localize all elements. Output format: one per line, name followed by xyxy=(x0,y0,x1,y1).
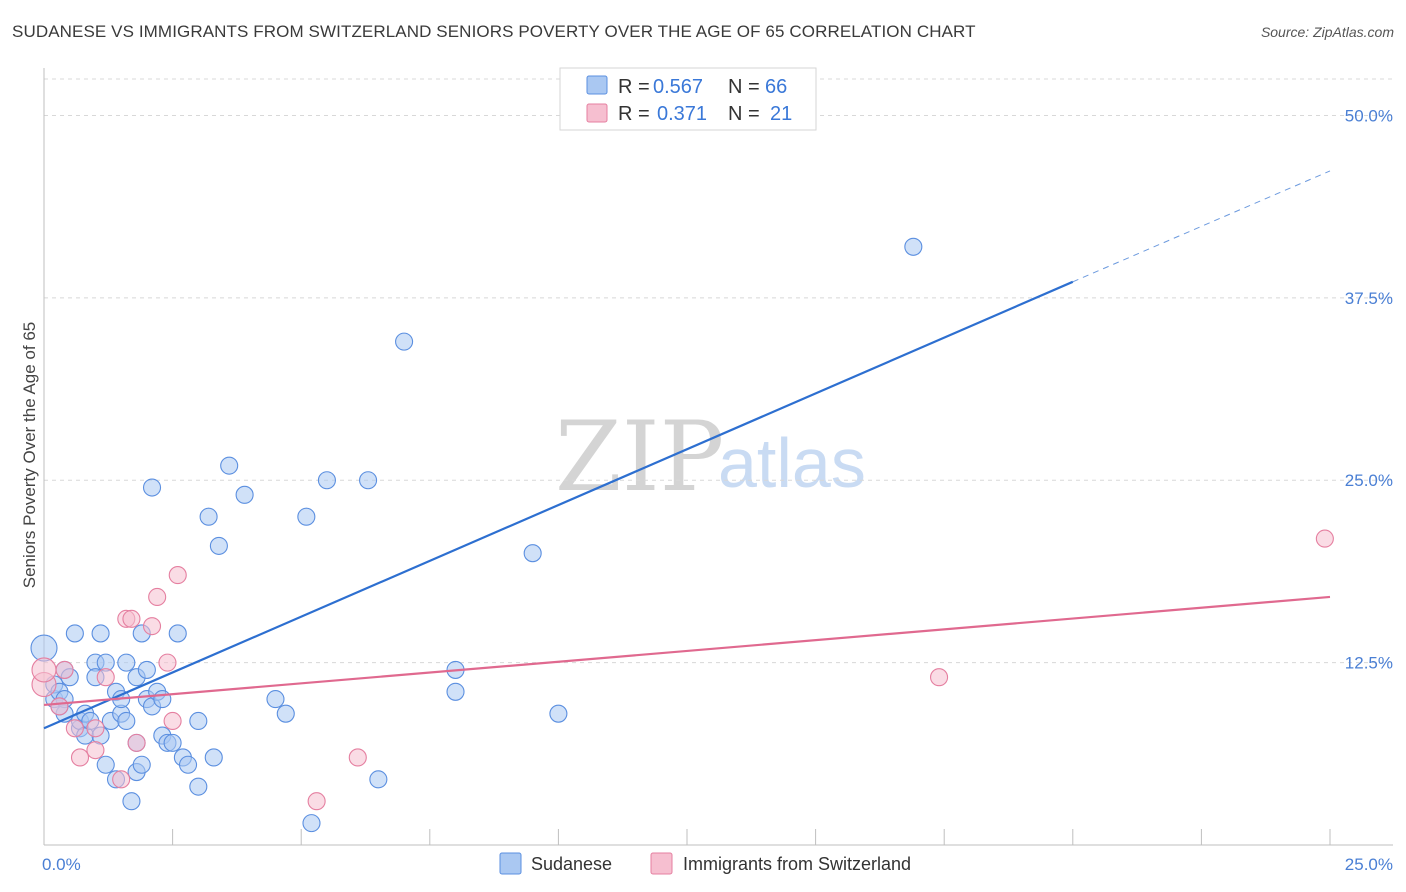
switzerland-point-11 xyxy=(122,609,141,628)
source-label: Source: ZipAtlas.com xyxy=(1260,24,1394,40)
legend-swatch-switzerland xyxy=(586,103,608,123)
sudanese-point-32 xyxy=(137,660,156,679)
sudanese-point-48 xyxy=(209,536,228,555)
trend-lines xyxy=(43,170,1331,730)
sudanese-point-46 xyxy=(199,507,218,526)
legend-r-value-1: 0.567 xyxy=(653,76,703,98)
sudanese-points xyxy=(30,237,923,833)
sudanese-point-35 xyxy=(142,478,162,497)
gridlines xyxy=(44,78,1393,664)
switzerland-point-17 xyxy=(168,566,187,585)
chart-title: SUDANESE VS IMMIGRANTS FROM SWITZERLAND … xyxy=(12,22,976,41)
sudanese-trend-extension xyxy=(1072,170,1331,283)
sudanese-point-43 xyxy=(178,755,198,774)
sudanese-point-60 xyxy=(446,682,465,701)
bottom-legend-switzerland: Immigrants from Switzerland xyxy=(683,854,911,874)
sudanese-point-40 xyxy=(163,733,182,752)
sudanese-point-45 xyxy=(189,777,208,796)
x-tick-label-min: 0.0% xyxy=(42,855,81,874)
sudanese-point-63 xyxy=(904,237,923,256)
switzerland-point-14 xyxy=(148,587,167,607)
sudanese-point-53 xyxy=(297,507,316,526)
bottom-legend-swatch-sudanese xyxy=(499,852,522,875)
sudanese-trend-line xyxy=(43,280,1074,730)
sudanese-point-47 xyxy=(204,748,223,767)
sudanese-point-27 xyxy=(96,755,115,774)
sudanese-point-50 xyxy=(235,485,254,504)
legend-swatch-sudanese xyxy=(586,75,608,95)
sudanese-point-57 xyxy=(369,770,388,789)
switzerland-point-5 xyxy=(70,748,90,767)
switzerland-point-15 xyxy=(158,653,177,672)
switzerland-point-1 xyxy=(31,657,57,683)
sudanese-point-16 xyxy=(91,624,110,643)
series-legend: Sudanese Immigrants from Switzerland xyxy=(499,852,911,875)
switzerland-point-19 xyxy=(348,748,367,767)
switzerland-point-3 xyxy=(55,660,74,679)
switzerland-point-18 xyxy=(307,792,326,811)
legend-r-label-2: R = xyxy=(618,103,650,125)
switzerland-point-9 xyxy=(112,770,131,789)
sudanese-point-7 xyxy=(65,624,84,643)
legend-r-value-2: 0.371 xyxy=(657,103,707,125)
axes xyxy=(43,68,1393,846)
y-tick-labels: 12.5% 25.0% 37.5% 50.0% xyxy=(1345,106,1393,672)
sudanese-point-52 xyxy=(276,704,295,723)
switzerland-point-20 xyxy=(930,668,949,687)
sudanese-point-44 xyxy=(189,711,208,731)
sudanese-point-30 xyxy=(132,755,151,774)
switzerland-points xyxy=(31,529,1334,811)
switzerland-point-12 xyxy=(127,733,146,752)
x-ticks xyxy=(43,829,1331,845)
sudanese-point-26 xyxy=(122,792,141,811)
correlation-legend: R = 0.567 N = 66 R = 0.371 N = 21 xyxy=(559,67,817,131)
sudanese-point-58 xyxy=(395,332,414,351)
legend-n-value-2: 21 xyxy=(770,103,792,125)
sudanese-point-56 xyxy=(359,471,378,490)
switzerland-point-2 xyxy=(50,697,69,716)
legend-n-value-1: 66 xyxy=(765,76,787,98)
legend-n-label-1: N = xyxy=(728,76,760,98)
sudanese-point-61 xyxy=(523,544,542,563)
y-axis-label: Seniors Poverty Over the Age of 65 xyxy=(20,322,39,588)
sudanese-point-51 xyxy=(266,690,285,709)
switzerland-point-7 xyxy=(86,719,105,738)
switzerland-point-8 xyxy=(96,668,115,687)
bottom-legend-sudanese: Sudanese xyxy=(531,854,612,874)
sudanese-point-41 xyxy=(168,624,187,643)
sudanese-point-54 xyxy=(302,814,321,833)
y-tick-label-1: 25.0% xyxy=(1345,471,1393,490)
sudanese-point-62 xyxy=(549,704,568,723)
switzerland-point-21 xyxy=(1315,529,1334,548)
sudanese-point-22 xyxy=(117,711,136,731)
switzerland-point-13 xyxy=(142,617,162,636)
switzerland-trend-line xyxy=(43,595,1331,707)
legend-n-label-2: N = xyxy=(728,103,760,125)
sudanese-point-49 xyxy=(220,456,239,475)
watermark-atlas: atlas xyxy=(718,424,866,502)
bottom-legend-swatch-switzerland xyxy=(650,852,673,875)
switzerland-point-16 xyxy=(163,711,182,731)
x-tick-label-max: 25.0% xyxy=(1345,855,1393,874)
sudanese-point-23 xyxy=(117,653,136,672)
switzerland-point-6 xyxy=(86,741,105,760)
y-tick-label-2: 37.5% xyxy=(1345,289,1393,308)
y-tick-label-3: 50.0% xyxy=(1345,106,1393,125)
sudanese-point-55 xyxy=(317,471,336,490)
switzerland-point-4 xyxy=(65,719,84,738)
legend-r-label-1: R = xyxy=(618,76,650,98)
y-tick-label-0: 12.5% xyxy=(1345,654,1393,673)
sudanese-point-37 xyxy=(153,690,172,709)
sudanese-point-0 xyxy=(30,634,58,662)
